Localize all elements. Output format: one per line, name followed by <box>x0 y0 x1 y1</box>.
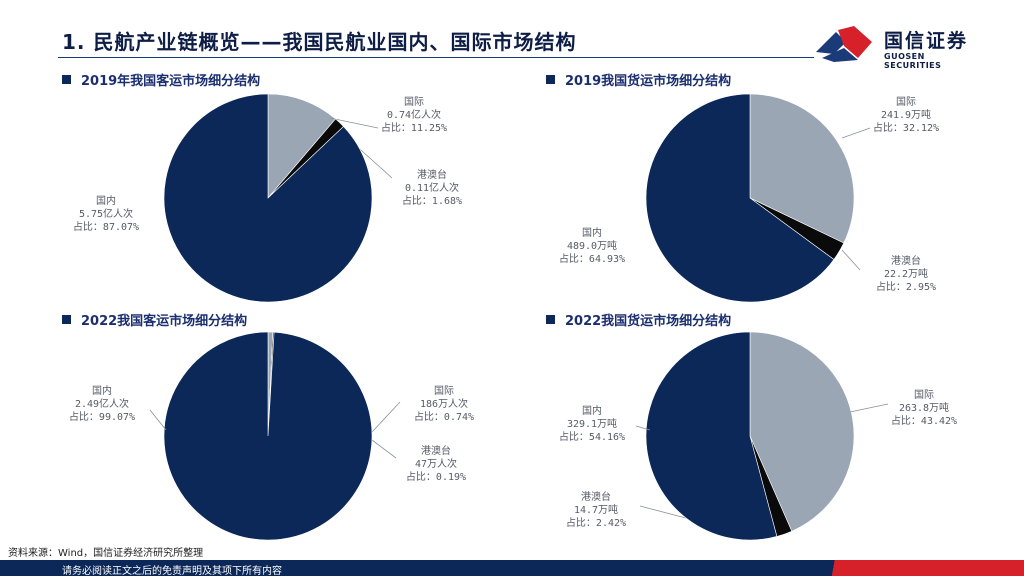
leader-line <box>329 117 379 129</box>
footer-disclaimer: 请务必阅读正文之后的免责声明及其项下所有内容 <box>62 566 282 577</box>
data-label: 263.8万吨 <box>899 401 949 414</box>
logo-text-en: GUOSEN SECURITIES <box>884 52 942 70</box>
data-label: 国内 <box>92 384 112 397</box>
data-label: 港澳台 <box>417 168 447 181</box>
bullet-square-icon <box>62 315 71 324</box>
pie-slice-国内 <box>645 331 778 541</box>
data-label: 占比：99.07% <box>69 410 135 423</box>
chart-title-4: 2022我国货运市场细分结构 <box>546 310 731 329</box>
data-label: 占比：1.68% <box>402 194 462 207</box>
data-label: 占比：0.74% <box>414 410 474 423</box>
title-divider <box>58 57 814 58</box>
data-label: 14.7万吨 <box>574 503 618 516</box>
leader-line <box>841 249 861 271</box>
leader-line <box>849 403 889 413</box>
data-label: 国际 <box>434 385 454 397</box>
data-label: 占比：54.16% <box>559 430 625 443</box>
data-label: 47万人次 <box>415 457 457 470</box>
footer-accent <box>794 560 1024 576</box>
pie-slice-国内 <box>163 93 373 303</box>
data-label: 489.0万吨 <box>567 239 617 252</box>
bullet-square-icon <box>62 75 71 84</box>
pie-slice-国际 <box>749 93 855 244</box>
data-label: 占比：64.93% <box>559 252 625 265</box>
data-label: 占比：2.42% <box>566 516 626 529</box>
guosen-logo-icon <box>816 26 872 62</box>
leader-line <box>371 401 401 433</box>
leader-line <box>371 439 397 459</box>
logo-text-cn: 国信证券 <box>884 30 969 52</box>
data-label: 241.9万吨 <box>881 108 931 121</box>
data-label: 港澳台 <box>581 490 611 503</box>
data-label: 占比：87.07% <box>73 220 139 233</box>
pie-slice-国际 <box>749 331 855 532</box>
footer-bar: 请务必阅读正文之后的免责声明及其项下所有内容 <box>0 560 1024 577</box>
data-label: 329.1万吨 <box>567 417 617 430</box>
leader-line <box>841 127 871 139</box>
chart-title-text: 2022我国客运市场细分结构 <box>81 314 248 329</box>
data-label: 186万人次 <box>420 397 468 410</box>
data-label: 2.49亿人次 <box>75 397 129 410</box>
data-label: 占比：11.25% <box>381 121 447 134</box>
data-label: 港澳台 <box>891 254 921 267</box>
pie-slice-国内 <box>163 331 373 541</box>
leader-line <box>149 409 167 431</box>
data-label: 0.74亿人次 <box>387 108 441 121</box>
data-label: 国内 <box>582 404 602 417</box>
source-note: 资料来源：Wind，国信证券经济研究所整理 <box>8 548 204 559</box>
data-label: 国际 <box>896 96 916 108</box>
chart-title-text: 2019年我国客运市场细分结构 <box>81 74 261 89</box>
data-label: 国际 <box>914 389 934 401</box>
bullet-square-icon <box>546 315 555 324</box>
leader-line <box>635 425 651 431</box>
chart-title-3: 2022我国客运市场细分结构 <box>62 310 247 329</box>
brand-logo: 国信证券 GUOSEN SECURITIES <box>814 22 984 70</box>
pie-slice-国内 <box>645 93 835 303</box>
data-label: 国内 <box>96 194 116 207</box>
data-label: 占比：43.42% <box>891 414 957 427</box>
data-label: 占比：2.95% <box>876 280 936 293</box>
data-label: 22.2万吨 <box>884 267 928 280</box>
page-title: 1. 民航产业链概览——我国民航业国内、国际市场结构 <box>62 30 577 54</box>
data-label: 国内 <box>582 226 602 239</box>
chart-title-1: 2019年我国客运市场细分结构 <box>62 70 260 89</box>
data-label: 占比：0.19% <box>406 470 466 483</box>
chart-title-text: 2022我国货运市场细分结构 <box>565 314 732 329</box>
pie-slice-国际 <box>267 93 336 199</box>
data-label: 占比：32.12% <box>873 121 939 134</box>
bullet-square-icon <box>546 75 555 84</box>
chart-title-2: 2019我国货运市场细分结构 <box>546 70 731 89</box>
data-label: 国际 <box>404 96 424 108</box>
data-label: 0.11亿人次 <box>405 181 459 194</box>
chart-title-text: 2019我国货运市场细分结构 <box>565 74 732 89</box>
data-label: 港澳台 <box>421 444 451 457</box>
data-label: 5.75亿人次 <box>79 207 133 220</box>
